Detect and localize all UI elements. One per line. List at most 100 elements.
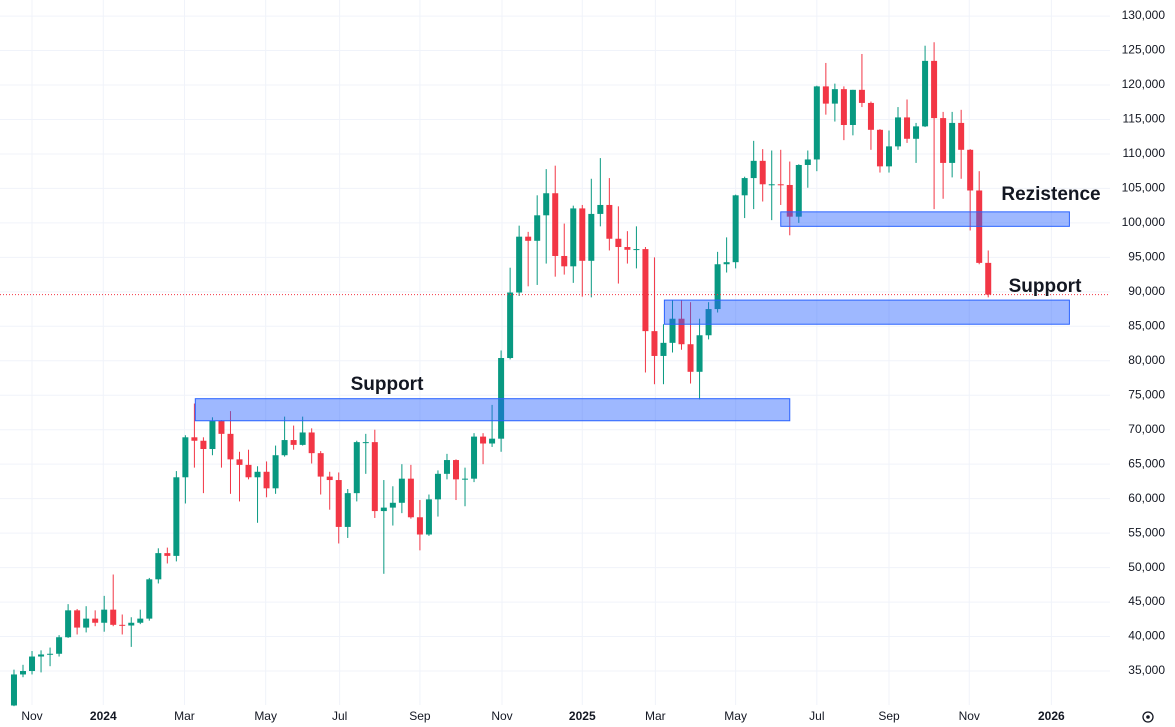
candle-body bbox=[588, 213, 595, 261]
candle-body bbox=[299, 432, 306, 445]
candle-body bbox=[696, 335, 703, 372]
candle-body bbox=[110, 609, 117, 625]
settings-dot[interactable] bbox=[1146, 715, 1150, 719]
candle-body bbox=[29, 656, 36, 672]
candle-body bbox=[534, 215, 541, 241]
candle-body bbox=[119, 624, 126, 626]
candle-body bbox=[642, 249, 649, 332]
candle-body bbox=[579, 208, 586, 261]
y-tick-label: 120,000 bbox=[1122, 77, 1166, 91]
candle-body bbox=[200, 440, 207, 450]
candle-body bbox=[290, 440, 297, 445]
candle-body bbox=[47, 653, 54, 655]
candle-body bbox=[922, 60, 929, 127]
candle-body bbox=[317, 453, 324, 477]
y-tick-label: 65,000 bbox=[1128, 456, 1165, 470]
candle-body bbox=[840, 89, 847, 125]
candle-body bbox=[678, 318, 685, 345]
candle-body bbox=[281, 440, 288, 456]
zone bbox=[194, 398, 791, 422]
x-tick-label: Mar bbox=[645, 709, 666, 723]
candle-body bbox=[380, 507, 387, 512]
candle-body bbox=[552, 193, 559, 256]
candle-body bbox=[128, 622, 135, 626]
zone-label: Support bbox=[1009, 276, 1082, 297]
candle-body bbox=[786, 184, 793, 217]
x-tick-label: May bbox=[254, 709, 277, 723]
y-tick-label: 100,000 bbox=[1122, 215, 1166, 229]
candle-body bbox=[137, 618, 144, 623]
candle-body bbox=[83, 618, 90, 628]
y-tick-label: 70,000 bbox=[1128, 422, 1165, 436]
candle-body bbox=[985, 262, 992, 295]
candle-body bbox=[750, 160, 757, 179]
candle-body bbox=[561, 255, 568, 267]
candle-body bbox=[741, 178, 748, 196]
candle-body bbox=[543, 193, 550, 216]
candle-body bbox=[525, 236, 532, 241]
y-tick-label: 105,000 bbox=[1122, 181, 1166, 195]
candle-body bbox=[795, 164, 802, 217]
candle-body bbox=[209, 420, 216, 450]
candle-body bbox=[407, 478, 414, 518]
candle-body bbox=[74, 610, 81, 628]
candle-body bbox=[669, 318, 676, 343]
y-tick-label: 110,000 bbox=[1123, 146, 1166, 160]
candle-body bbox=[56, 637, 63, 654]
candle-body bbox=[714, 264, 721, 310]
x-tick-label: May bbox=[724, 709, 747, 723]
candle-body bbox=[254, 471, 261, 478]
candle-body bbox=[705, 309, 712, 336]
candle-body bbox=[687, 344, 694, 372]
candle-body bbox=[371, 442, 378, 512]
candle-body bbox=[416, 517, 423, 535]
y-tick-label: 75,000 bbox=[1128, 387, 1165, 401]
x-tick-label: Nov bbox=[21, 709, 42, 723]
y-tick-label: 50,000 bbox=[1128, 560, 1165, 574]
candle-body bbox=[822, 86, 829, 104]
candle-body bbox=[768, 184, 775, 186]
settings-ring[interactable] bbox=[1142, 711, 1154, 723]
x-tick-label: Nov bbox=[491, 709, 512, 723]
x-tick-label: Sep bbox=[878, 709, 900, 723]
candle-body bbox=[425, 499, 432, 535]
candle-body bbox=[516, 236, 523, 293]
candle-body bbox=[344, 493, 351, 527]
candle-body bbox=[489, 438, 496, 444]
candle-body bbox=[885, 146, 892, 167]
candle-body bbox=[471, 436, 478, 479]
candle-body bbox=[434, 473, 441, 500]
candle-body bbox=[895, 117, 902, 147]
candle-body bbox=[723, 262, 730, 265]
candle-body bbox=[777, 184, 784, 186]
candle-body bbox=[389, 502, 396, 508]
candle-body bbox=[507, 292, 514, 359]
candle-body bbox=[20, 671, 27, 675]
candle-body bbox=[804, 159, 811, 165]
candle-body bbox=[876, 129, 883, 167]
candle-body bbox=[272, 455, 279, 489]
y-tick-label: 45,000 bbox=[1128, 594, 1165, 608]
settings-icon[interactable] bbox=[1142, 711, 1154, 723]
candle-body bbox=[173, 477, 180, 556]
y-tick-label: 130,000 bbox=[1122, 8, 1166, 22]
candle-body bbox=[597, 204, 604, 214]
candle-body bbox=[570, 208, 577, 267]
candle-body bbox=[958, 122, 965, 150]
y-tick-label: 95,000 bbox=[1128, 250, 1165, 264]
y-tick-label: 85,000 bbox=[1128, 318, 1165, 332]
candle-body bbox=[615, 238, 622, 248]
candle-body bbox=[398, 478, 405, 503]
candle-body bbox=[759, 160, 766, 185]
candle-body bbox=[326, 476, 333, 481]
candle-body bbox=[452, 460, 459, 480]
candle-body bbox=[92, 618, 99, 623]
candle-body bbox=[949, 122, 956, 163]
x-tick-label: 2026 bbox=[1038, 709, 1065, 723]
candle-body bbox=[858, 89, 865, 103]
candle-body bbox=[904, 117, 911, 139]
candle-body bbox=[164, 553, 171, 556]
candle-body bbox=[236, 459, 243, 465]
